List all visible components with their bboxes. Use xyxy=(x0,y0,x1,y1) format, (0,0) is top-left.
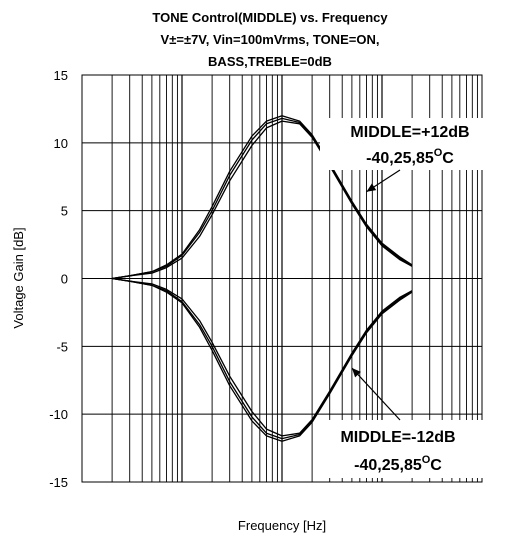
chart-title-line-1: TONE Control(MIDDLE) vs. Frequency xyxy=(152,10,388,25)
plot-frame xyxy=(81,74,483,483)
grid xyxy=(82,74,482,483)
annotation-bottom-degree: O xyxy=(422,454,431,466)
series-line xyxy=(112,277,413,442)
annotation-top-arrowhead xyxy=(366,183,377,192)
y-tick-label: 10 xyxy=(54,136,68,151)
curves xyxy=(112,115,413,442)
series-line xyxy=(112,277,413,437)
annotation-box-bottom xyxy=(316,420,486,478)
series-line xyxy=(112,115,413,280)
y-tick-label: -10 xyxy=(49,407,68,422)
y-tick-label: 15 xyxy=(54,68,68,83)
y-tick-label: -15 xyxy=(49,475,68,490)
annotation-bottom-unit: C xyxy=(430,457,442,474)
annotation-box-top xyxy=(320,118,500,170)
annotation-top-unit: C xyxy=(442,150,454,167)
annotation-top-line-2: -40,25,85OC xyxy=(366,147,454,167)
series-line xyxy=(112,277,413,440)
annotation-bottom-arrow xyxy=(351,367,401,421)
annotation-bottom-temps: -40,25,85 xyxy=(354,457,422,474)
series-line xyxy=(112,117,413,280)
annotation-bottom-line-2: -40,25,85OC xyxy=(354,454,442,474)
annotation-top-temps: -40,25,85 xyxy=(366,150,434,167)
chart-title-line-2: V±=±7V, Vin=100mVrms, TONE=ON, xyxy=(161,32,380,47)
y-tick-labels: 15 10 5 0 -5 -10 -15 xyxy=(49,68,68,490)
annotation-bottom-arrowhead xyxy=(351,368,361,378)
x-axis-label: Frequency [Hz] xyxy=(238,518,326,533)
y-tick-label: 5 xyxy=(61,204,68,219)
annotation-bottom-line-1: MIDDLE=-12dB xyxy=(340,429,455,446)
annotations: MIDDLE=+12dB -40,25,85OC MIDDLE=-12dB -4… xyxy=(316,118,500,478)
series-line xyxy=(112,120,413,280)
y-tick-label: 0 xyxy=(61,272,68,287)
annotation-top-degree: O xyxy=(434,147,443,159)
chart-title-line-3: BASS,TREBLE=0dB xyxy=(208,54,332,69)
y-tick-label: -5 xyxy=(56,339,68,354)
y-axis-label: Voltage Gain [dB] xyxy=(11,227,26,328)
annotation-top-line-1: MIDDLE=+12dB xyxy=(350,124,469,141)
